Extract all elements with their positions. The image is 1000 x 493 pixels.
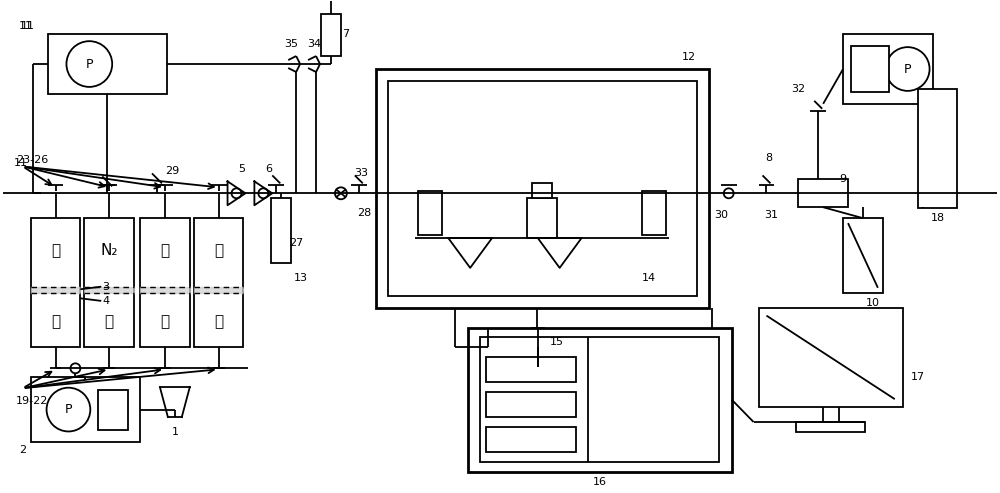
Bar xyxy=(468,327,732,472)
Text: 11: 11 xyxy=(14,158,28,169)
Text: 27: 27 xyxy=(289,238,303,248)
Text: 33: 33 xyxy=(354,169,368,178)
Text: 23-26: 23-26 xyxy=(16,155,48,166)
Circle shape xyxy=(66,41,112,87)
Bar xyxy=(486,357,576,382)
Bar xyxy=(84,218,134,348)
Text: 15: 15 xyxy=(550,337,564,348)
Text: 18: 18 xyxy=(930,213,945,223)
Text: N₂: N₂ xyxy=(100,243,118,258)
Bar xyxy=(140,218,190,348)
Bar xyxy=(843,34,933,104)
Bar xyxy=(798,179,848,207)
Text: 16: 16 xyxy=(592,477,606,487)
Text: 液: 液 xyxy=(160,243,169,258)
Circle shape xyxy=(335,187,347,199)
Text: 2: 2 xyxy=(19,445,26,455)
Bar xyxy=(851,46,889,92)
Circle shape xyxy=(70,363,80,373)
Bar xyxy=(376,69,709,308)
Text: P: P xyxy=(904,63,911,75)
Text: 水: 水 xyxy=(51,243,60,258)
Text: 气: 气 xyxy=(214,243,223,258)
Bar xyxy=(486,427,576,452)
Text: 30: 30 xyxy=(714,210,728,220)
Text: P: P xyxy=(86,58,93,70)
Text: 32: 32 xyxy=(791,84,805,94)
Bar xyxy=(194,218,243,348)
Bar xyxy=(843,218,883,293)
Text: 8: 8 xyxy=(765,153,772,164)
Bar xyxy=(321,14,341,56)
Bar xyxy=(31,218,80,348)
Text: 1: 1 xyxy=(171,427,178,437)
Text: 3: 3 xyxy=(102,282,109,292)
Text: 13: 13 xyxy=(294,273,308,283)
Bar xyxy=(486,392,576,417)
Circle shape xyxy=(258,188,268,198)
Text: 6: 6 xyxy=(265,165,272,175)
Text: P: P xyxy=(65,403,72,416)
Text: 34: 34 xyxy=(307,39,321,49)
Circle shape xyxy=(724,188,734,198)
Bar xyxy=(796,422,865,432)
Text: 水: 水 xyxy=(160,314,169,329)
Text: 9: 9 xyxy=(839,175,847,184)
Text: 14: 14 xyxy=(642,273,656,283)
Bar xyxy=(480,338,719,462)
Bar xyxy=(532,327,544,348)
Text: 水: 水 xyxy=(105,314,114,329)
Bar xyxy=(271,198,291,263)
Text: 水: 水 xyxy=(214,314,223,329)
Bar xyxy=(532,183,552,198)
Bar xyxy=(388,81,697,296)
Text: 11: 11 xyxy=(19,21,33,31)
Text: 7: 7 xyxy=(342,29,349,39)
Bar xyxy=(98,390,128,430)
Text: 11: 11 xyxy=(21,21,35,31)
Text: 5: 5 xyxy=(238,165,245,175)
Text: 水: 水 xyxy=(51,314,60,329)
Text: 12: 12 xyxy=(682,52,696,62)
Circle shape xyxy=(47,387,90,431)
Bar xyxy=(918,89,957,208)
Text: 17: 17 xyxy=(911,372,925,382)
Bar xyxy=(527,198,557,238)
Bar xyxy=(642,191,666,235)
Text: 10: 10 xyxy=(866,298,880,308)
Bar xyxy=(31,377,140,442)
Text: 4: 4 xyxy=(102,296,109,306)
Text: 35: 35 xyxy=(284,39,298,49)
Bar xyxy=(759,308,903,407)
Circle shape xyxy=(886,47,930,91)
Bar xyxy=(48,34,167,94)
Text: 31: 31 xyxy=(764,210,778,220)
Bar xyxy=(418,191,442,235)
Circle shape xyxy=(232,188,241,198)
Text: 19-22: 19-22 xyxy=(16,396,48,406)
Text: 29: 29 xyxy=(165,167,179,176)
Text: 28: 28 xyxy=(357,208,371,218)
